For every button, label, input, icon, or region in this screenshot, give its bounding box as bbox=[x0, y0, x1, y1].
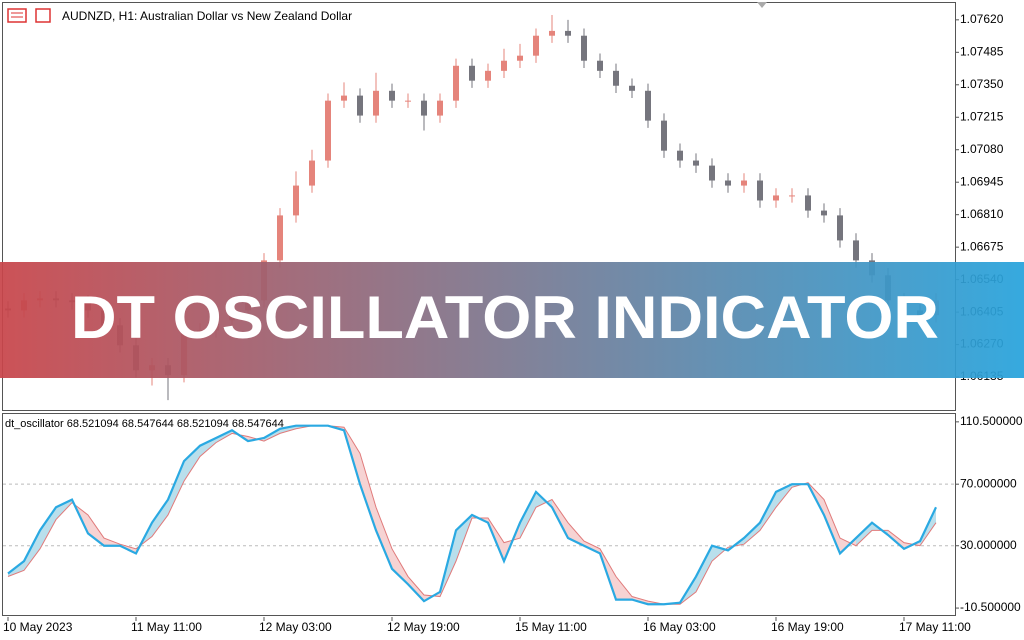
y-tick-label: -10.500000 bbox=[960, 600, 1021, 614]
x-tick-label: 16 May 03:00 bbox=[643, 620, 716, 634]
x-tick-label: 11 May 11:00 bbox=[131, 620, 202, 634]
shift-marker bbox=[757, 2, 767, 8]
x-tick-label: 10 May 2023 bbox=[3, 620, 73, 634]
band-fill bbox=[168, 461, 184, 515]
band-fill bbox=[568, 522, 584, 546]
y-tick-label: 30.000000 bbox=[960, 538, 1017, 552]
band-fill bbox=[824, 499, 840, 554]
band-fill bbox=[56, 499, 72, 520]
candle-body bbox=[357, 95, 363, 116]
candle-body bbox=[469, 65, 475, 81]
candle-body bbox=[549, 30, 555, 36]
candle-body bbox=[853, 240, 859, 261]
candle-body bbox=[293, 185, 299, 216]
candle-body bbox=[533, 35, 539, 56]
candle-body bbox=[405, 100, 411, 102]
band-fill bbox=[376, 507, 392, 569]
candle-body bbox=[309, 160, 315, 186]
candle-body bbox=[757, 180, 763, 201]
candle-body bbox=[645, 90, 651, 121]
y-tick-label: 1.06810 bbox=[960, 207, 1004, 221]
y-tick-label: 1.07080 bbox=[960, 142, 1004, 156]
candle-body bbox=[709, 165, 715, 181]
y-tick-label: 1.06675 bbox=[960, 239, 1004, 253]
band-fill bbox=[392, 548, 408, 585]
band-fill bbox=[520, 491, 536, 539]
candle-body bbox=[661, 120, 667, 151]
banner bbox=[0, 262, 1024, 378]
band-fill bbox=[152, 499, 168, 537]
candle-body bbox=[805, 195, 811, 211]
chart-title: AUDNZD, H1: Australian Dollar vs New Zea… bbox=[62, 9, 352, 23]
candle-body bbox=[453, 65, 459, 101]
y-tick-label: 1.07485 bbox=[960, 44, 1004, 58]
candle-body bbox=[341, 95, 347, 101]
candle-body bbox=[565, 30, 571, 36]
band-fill bbox=[40, 507, 56, 549]
oscillator-title: dt_oscillator 68.521094 68.547644 68.521… bbox=[5, 418, 284, 430]
oscillator-panel bbox=[2, 413, 956, 616]
candle-body bbox=[437, 100, 443, 116]
band-fill bbox=[696, 545, 712, 592]
band-fill bbox=[360, 453, 376, 531]
y-tick-label: 1.07215 bbox=[960, 109, 1004, 123]
band-fill bbox=[280, 425, 296, 434]
band-fill bbox=[408, 576, 424, 602]
candle-body bbox=[677, 150, 683, 161]
candle-body bbox=[485, 70, 491, 81]
band-fill bbox=[200, 438, 216, 457]
x-tick-label: 17 May 11:00 bbox=[899, 620, 971, 634]
candle-body bbox=[789, 195, 795, 197]
oscillator-line bbox=[7, 425, 937, 605]
y-tick-label: 70.000000 bbox=[960, 476, 1017, 490]
candle-body bbox=[373, 90, 379, 116]
symbol-icons bbox=[7, 2, 767, 23]
candle-body bbox=[613, 70, 619, 86]
x-tick-label: 12 May 19:00 bbox=[387, 620, 460, 634]
x-tick-label: 15 May 11:00 bbox=[515, 620, 587, 634]
y-tick-label: 1.07350 bbox=[960, 77, 1004, 91]
band-fill bbox=[856, 522, 872, 546]
candle-body bbox=[741, 180, 747, 186]
candle-body bbox=[693, 160, 699, 166]
y-tick-label: 110.500000 bbox=[960, 414, 1023, 428]
icon bbox=[35, 8, 51, 23]
price-panel bbox=[2, 2, 956, 411]
band-fill bbox=[184, 445, 200, 482]
candle-body bbox=[629, 85, 635, 91]
x-tick-label: 16 May 19:00 bbox=[771, 620, 844, 634]
band-fill bbox=[88, 514, 104, 546]
candle-body bbox=[725, 180, 731, 186]
banner-text: DT OSCILLATOR INDICATOR bbox=[71, 284, 939, 351]
candle-body bbox=[597, 60, 603, 71]
oscillator-line bbox=[7, 424, 937, 606]
candle-body bbox=[837, 215, 843, 241]
icon bbox=[7, 8, 27, 23]
candle-body bbox=[325, 100, 331, 161]
candle-body bbox=[277, 215, 283, 261]
x-tick-label: 12 May 03:00 bbox=[259, 620, 332, 634]
candle-body bbox=[821, 210, 827, 216]
candle-body bbox=[517, 55, 523, 61]
candle-body bbox=[421, 100, 427, 116]
candle-body bbox=[501, 60, 507, 71]
candle-body bbox=[389, 90, 395, 101]
candle-body bbox=[581, 35, 587, 61]
y-tick-label: 1.07620 bbox=[960, 12, 1004, 26]
band-fill bbox=[744, 522, 760, 545]
y-tick-label: 1.06945 bbox=[960, 174, 1004, 188]
candle-body bbox=[773, 195, 779, 201]
